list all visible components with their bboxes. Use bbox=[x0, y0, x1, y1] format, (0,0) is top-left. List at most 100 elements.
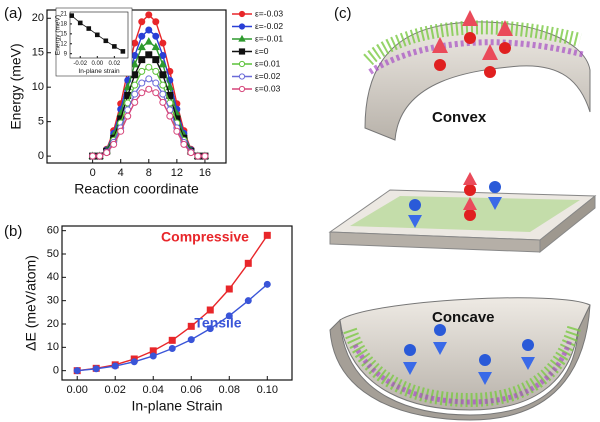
panel-label: (a) bbox=[4, 5, 22, 22]
marker bbox=[152, 56, 160, 64]
marker bbox=[149, 352, 157, 360]
marker bbox=[159, 39, 167, 47]
marker bbox=[152, 89, 160, 97]
plot-frame bbox=[46, 9, 227, 164]
inset-background bbox=[55, 7, 133, 77]
marker bbox=[168, 345, 176, 352]
marker bbox=[180, 140, 188, 148]
marker bbox=[263, 231, 271, 239]
x-tick-label: 0.06 bbox=[181, 384, 202, 396]
x-tick-label: 8 bbox=[146, 167, 152, 179]
marker bbox=[123, 82, 132, 91]
marker bbox=[238, 85, 246, 93]
marker bbox=[144, 37, 153, 45]
legend-label: ε=-0.01 bbox=[255, 33, 283, 43]
caption: Convex bbox=[432, 109, 487, 126]
x-tick-label: 0.08 bbox=[219, 384, 240, 396]
panel-label: (c) bbox=[334, 5, 352, 22]
marker bbox=[131, 98, 139, 106]
marker bbox=[145, 75, 153, 83]
marker bbox=[137, 42, 146, 51]
marker bbox=[151, 42, 160, 51]
legend-label: ε=0.02 bbox=[255, 71, 281, 81]
y-tick-label: 0 bbox=[38, 150, 44, 162]
x-tick-label: 16 bbox=[199, 167, 211, 179]
marker bbox=[201, 152, 209, 160]
marker bbox=[152, 18, 160, 26]
chart: 0 4 8 12 16 0 5 10 15 20 Reaction coordinate Energy… bbox=[4, 5, 283, 196]
y-tick-label: 15 bbox=[32, 47, 44, 59]
flat-illustration bbox=[328, 172, 597, 254]
marker bbox=[73, 367, 81, 375]
legend-label: ε=0.01 bbox=[255, 58, 281, 68]
y-tick-label: 12 bbox=[60, 41, 67, 47]
y-tick-label: 9 bbox=[64, 51, 68, 57]
marker bbox=[244, 297, 252, 305]
marker bbox=[206, 325, 214, 333]
marker bbox=[159, 71, 167, 79]
marker bbox=[238, 10, 246, 18]
marker bbox=[131, 39, 139, 47]
marker bbox=[86, 26, 92, 31]
marker bbox=[166, 112, 174, 120]
y-axis-title: Energy (meV) bbox=[55, 15, 62, 55]
y-tick-label: 10 bbox=[47, 341, 59, 353]
marker bbox=[117, 127, 125, 135]
marker bbox=[145, 85, 153, 93]
marker bbox=[138, 32, 146, 40]
y-tick-label: 40 bbox=[47, 271, 59, 283]
marker bbox=[158, 59, 167, 68]
marker bbox=[131, 90, 139, 98]
marker bbox=[111, 362, 119, 370]
y-tick-label: 30 bbox=[47, 295, 59, 307]
marker bbox=[187, 336, 195, 344]
legend-label: ε=0 bbox=[255, 46, 269, 56]
marker bbox=[238, 48, 246, 55]
marker bbox=[145, 26, 153, 34]
marker bbox=[159, 90, 167, 98]
marker bbox=[89, 152, 97, 160]
marker bbox=[206, 306, 214, 314]
marker bbox=[138, 18, 146, 26]
plot-frame bbox=[61, 225, 293, 381]
x-tick-label: -0.02 bbox=[73, 61, 87, 67]
marker bbox=[94, 32, 100, 38]
marker bbox=[225, 312, 233, 320]
marker bbox=[244, 259, 252, 267]
marker bbox=[131, 81, 139, 89]
marker bbox=[225, 285, 233, 293]
marker bbox=[69, 13, 75, 18]
marker bbox=[238, 73, 246, 80]
x-tick-label: 4 bbox=[118, 167, 124, 179]
y-tick-label: 20 bbox=[32, 12, 44, 24]
y-tick-label: 15 bbox=[60, 31, 67, 37]
marker bbox=[187, 322, 195, 330]
x-tick-label: 0.00 bbox=[66, 384, 87, 396]
marker bbox=[152, 32, 160, 40]
marker bbox=[152, 67, 160, 75]
y-tick-label: 60 bbox=[47, 225, 59, 237]
y-tick-label: 21 bbox=[60, 12, 67, 18]
marker bbox=[92, 365, 100, 373]
y-tick-label: 10 bbox=[32, 81, 44, 93]
x-axis-title: In-plane Strain bbox=[131, 397, 222, 413]
plot-frame bbox=[69, 11, 129, 59]
marker bbox=[238, 60, 246, 68]
marker bbox=[145, 63, 153, 71]
marker bbox=[130, 59, 139, 68]
marker bbox=[145, 11, 153, 19]
x-tick-label: 0.10 bbox=[257, 384, 278, 396]
x-tick-label: 0.02 bbox=[105, 384, 126, 396]
marker bbox=[124, 112, 132, 120]
marker bbox=[187, 149, 195, 157]
marker bbox=[138, 89, 146, 97]
y-axis-title: Energy (meV) bbox=[8, 43, 24, 129]
marker bbox=[138, 56, 146, 64]
marker bbox=[131, 71, 139, 79]
marker bbox=[103, 38, 109, 44]
concave-illustration bbox=[329, 297, 591, 421]
marker bbox=[165, 82, 174, 91]
convex-illustration bbox=[363, 10, 591, 141]
marker bbox=[152, 79, 160, 87]
